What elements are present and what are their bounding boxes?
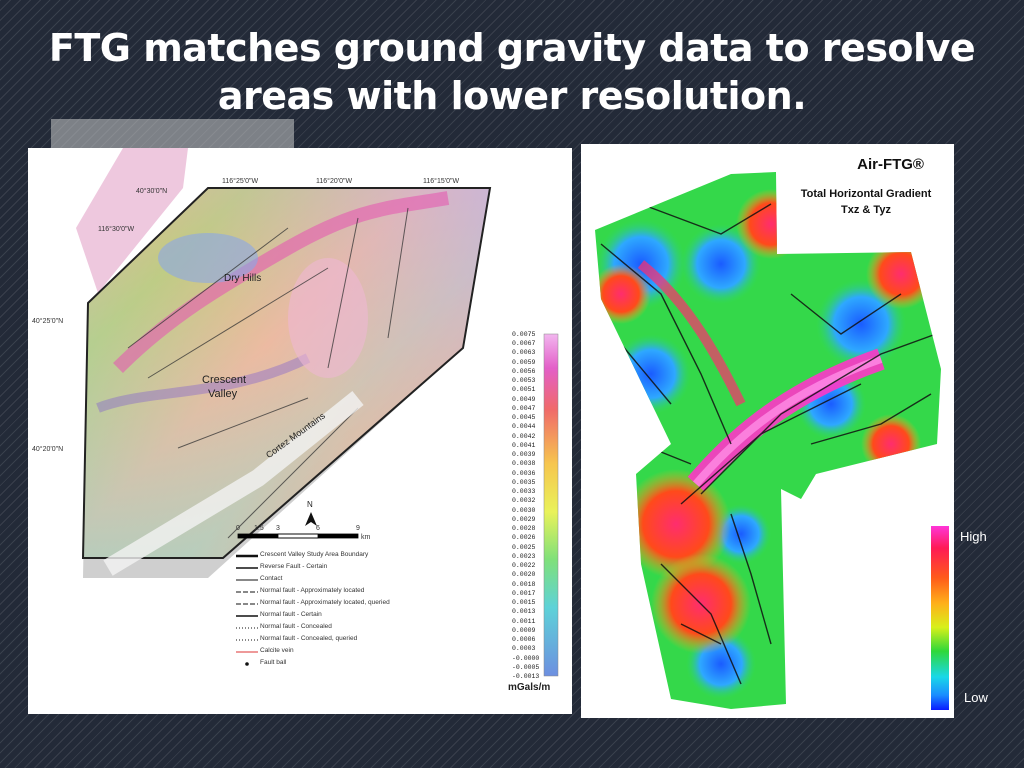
colorbar-tick-label: 0.0042 bbox=[512, 432, 536, 440]
legend-symbols bbox=[236, 554, 258, 666]
colorbar-tick-label: 0.0029 bbox=[512, 515, 536, 523]
colorbar-tick-label: 0.0067 bbox=[512, 340, 536, 348]
colorbar-tick-label: 0.0028 bbox=[512, 525, 536, 533]
colorbar-tick-label: 0.0053 bbox=[512, 377, 536, 385]
colorbar-tick-label: 0.0006 bbox=[512, 636, 536, 644]
colorbar-tick-label: 0.0038 bbox=[512, 460, 536, 468]
place-label-valley: Valley bbox=[208, 388, 238, 400]
legend-item: Normal fault - Certain bbox=[260, 611, 322, 618]
slide-title: FTG matches ground gravity data to resol… bbox=[0, 24, 1024, 120]
colorbar-tick-label: 0.0049 bbox=[512, 395, 536, 403]
colorbar-low-label: Low bbox=[964, 690, 988, 705]
legend-item: Normal fault - Approximately located, qu… bbox=[260, 599, 390, 606]
scale-unit: km bbox=[361, 534, 371, 541]
ground-gravity-map-panel: 116°25'0"W 116°20'0"W 116°15'0"W 40°30'0… bbox=[28, 148, 572, 714]
north-arrow-icon bbox=[305, 512, 317, 526]
scale-tick-4: 9 bbox=[356, 525, 360, 532]
air-ftg-title: Air-FTG® bbox=[857, 156, 924, 173]
coord-label-top-3: 116°15'0"W bbox=[423, 178, 460, 185]
colorbar-tick-label: 0.0003 bbox=[512, 645, 536, 653]
colorbar-tick-label: 0.0025 bbox=[512, 543, 536, 551]
colorbar-high-label: High bbox=[960, 529, 987, 544]
colorbar-tick-label: 0.0017 bbox=[512, 589, 536, 597]
coord-label-top-1: 116°25'0"W bbox=[222, 178, 259, 185]
air-ftg-subtitle-line-2: Txz & Tyz bbox=[841, 204, 891, 216]
ground-gravity-map-image bbox=[76, 148, 559, 677]
colorbar-tick-label: 0.0047 bbox=[512, 404, 536, 412]
colorbar-tick-label: 0.0011 bbox=[512, 617, 536, 625]
scale-tick-1: 1.5 bbox=[254, 525, 264, 532]
colorbar-tick-label: 0.0018 bbox=[512, 580, 536, 588]
legend-item: Normal fault - Concealed, queried bbox=[260, 635, 357, 642]
colorbar-tick-label: 0.0056 bbox=[512, 367, 536, 375]
colorbar-tick-label: 0.0023 bbox=[512, 552, 536, 560]
air-ftg-map-panel: Air-FTG® Total Horizontal Gradient Txz &… bbox=[581, 144, 954, 718]
colorbar-unit: mGals/m bbox=[508, 682, 551, 693]
place-label-dry-hills: Dry Hills bbox=[224, 273, 262, 284]
legend-item-label: Normal fault - Concealed, queried bbox=[260, 635, 358, 642]
north-arrow-label: N bbox=[307, 500, 313, 509]
colorbar-tick-label: 0.0044 bbox=[512, 423, 536, 431]
colorbar-tick-label: -0.0005 bbox=[512, 663, 540, 671]
colorbar-tick-label: 0.0013 bbox=[512, 608, 536, 616]
colorbar-tick-label: 0.0033 bbox=[512, 488, 536, 496]
legend-item-label: Normal fault - Approximately located bbox=[260, 587, 365, 594]
colorbar-tick-label: 0.0075 bbox=[512, 331, 536, 338]
coord-label-lat-1: 40°25'0"N bbox=[32, 318, 64, 325]
legend-item-label: Normal fault - Concealed bbox=[260, 623, 332, 630]
scale-tick-0: 0 bbox=[236, 525, 240, 532]
place-label-crescent: Crescent bbox=[202, 374, 247, 386]
gravity-colorbar bbox=[543, 333, 559, 677]
legend-item-label: Normal fault - Approximately located, qu… bbox=[260, 599, 390, 606]
overlay-rectangle bbox=[51, 119, 294, 149]
legend-item-label: Reverse Fault - Certain bbox=[260, 563, 328, 570]
colorbar-tick-label: 0.0041 bbox=[512, 441, 536, 449]
legend-item: Normal fault - Approximately located bbox=[260, 587, 364, 594]
legend-item: Crescent Valley Study Area Boundary bbox=[260, 551, 368, 558]
colorbar-tick-label: 0.0015 bbox=[512, 599, 536, 607]
colorbar-tick-label: 0.0039 bbox=[512, 451, 536, 459]
colorbar-tick-label: -0.0013 bbox=[512, 673, 540, 680]
coord-label-lon-left: 116°30'0"W bbox=[98, 226, 135, 233]
coord-label-top-2: 116°20'0"W bbox=[316, 178, 353, 185]
slide-title-line-1: FTG matches ground gravity data to resol… bbox=[48, 26, 976, 70]
colorbar-tick-label: 0.0051 bbox=[512, 386, 536, 394]
colorbar-tick-label: 0.0022 bbox=[512, 562, 536, 570]
legend-item-label: Contact bbox=[260, 575, 283, 582]
scale-tick-2: 3 bbox=[276, 525, 280, 532]
legend-item: Normal fault - Concealed bbox=[260, 623, 332, 630]
colorbar-tick-label: 0.0032 bbox=[512, 497, 536, 505]
colorbar-tick-label: 0.0009 bbox=[512, 626, 536, 634]
legend-item: Reverse Fault - Certain bbox=[260, 563, 327, 570]
coord-label-lat-top: 40°30'0"N bbox=[136, 188, 168, 195]
colorbar-tick-label: 0.0035 bbox=[512, 478, 536, 486]
legend-item-label: Normal fault - Certain bbox=[260, 611, 322, 618]
air-ftg-gradient-map-image bbox=[595, 172, 949, 710]
colorbar-tick-label: 0.0036 bbox=[512, 469, 536, 477]
colorbar-tick-label: 0.0020 bbox=[512, 571, 536, 579]
colorbar-tick-label: 0.0045 bbox=[512, 414, 536, 422]
slide-title-line-2: areas with lower resolution. bbox=[217, 74, 807, 118]
gradient-colorbar bbox=[931, 526, 949, 710]
legend-item: Contact bbox=[260, 575, 282, 582]
colorbar-tick-label: 0.0063 bbox=[512, 349, 536, 357]
colorbar-tick-label: 0.0030 bbox=[512, 506, 536, 514]
colorbar-tick-label: 0.0026 bbox=[512, 534, 536, 542]
legend-item: Calcite vein bbox=[260, 647, 294, 654]
coord-label-lat-2: 40°20'0"N bbox=[32, 446, 64, 453]
legend-item: Fault ball bbox=[260, 659, 286, 666]
scale-tick-3: 6 bbox=[316, 525, 320, 532]
air-ftg-subtitle-line-1: Total Horizontal Gradient bbox=[800, 188, 932, 200]
legend-item-label: Fault ball bbox=[260, 659, 287, 666]
colorbar-tick-label: 0.0059 bbox=[512, 358, 536, 366]
scale-bar bbox=[237, 533, 359, 539]
legend-item-label: Calcite vein bbox=[260, 647, 294, 654]
legend-item-label: Crescent Valley Study Area Boundary bbox=[260, 551, 369, 558]
colorbar-tick-label: -0.0000 bbox=[512, 654, 540, 662]
